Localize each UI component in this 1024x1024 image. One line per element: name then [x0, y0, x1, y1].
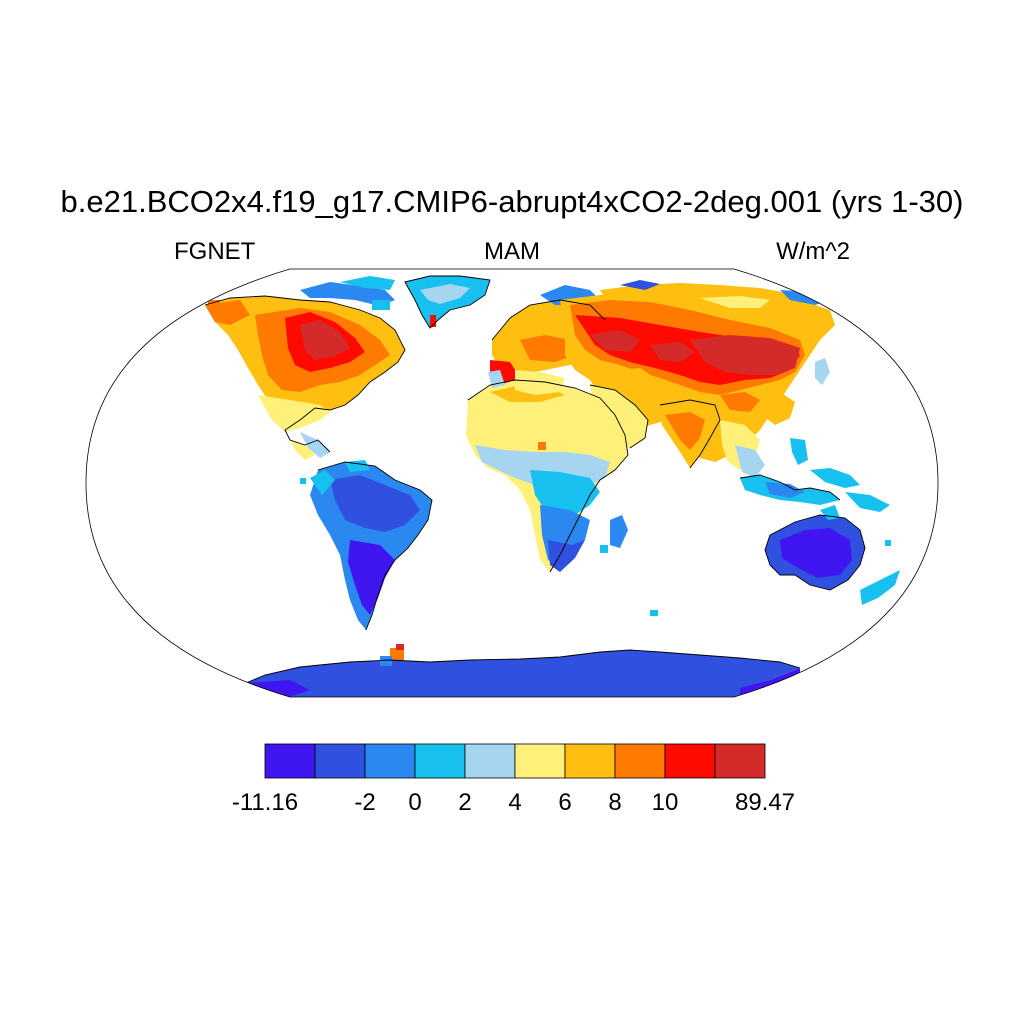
globe-outline: [85, 268, 939, 698]
land-fill-layer: [205, 276, 900, 697]
colorbar-label: 89.47: [734, 789, 796, 816]
island-marker: [208, 300, 220, 306]
colorbar-label: 0: [408, 789, 422, 816]
south-america-region: [310, 460, 432, 630]
colorbar-label: 6: [558, 789, 572, 816]
colorbar-label: -2: [354, 789, 376, 816]
antarctica-region: [246, 644, 800, 697]
australia-region: [765, 505, 900, 605]
greenland-region: [405, 276, 490, 328]
colorbar-label: 4: [508, 789, 522, 816]
colorbar-label: 10: [651, 789, 679, 816]
colorbar-swatch: [464, 743, 516, 779]
colorbar-label: 8: [608, 789, 622, 816]
colorbar-swatch: [564, 743, 616, 779]
season-label: MAM: [484, 238, 540, 265]
variable-label: FGNET: [174, 238, 256, 265]
island-marker: [885, 540, 891, 546]
colorbar-swatch: [664, 743, 716, 779]
colorbar-swatch: [264, 743, 316, 779]
island-marker: [300, 478, 306, 484]
colorbar-label: 2: [458, 789, 472, 816]
units-label: W/m^2: [776, 238, 850, 265]
colorbar-swatch: [614, 743, 666, 779]
colorbar-swatch: [314, 743, 366, 779]
map-title: b.e21.BCO2x4.f19_g17.CMIP6-abrupt4xCO2-2…: [60, 184, 964, 219]
colorbar-swatch: [714, 743, 766, 779]
north-america-region: [205, 296, 405, 460]
colorbar-swatch: [514, 743, 566, 779]
colorbar-swatch: [364, 743, 416, 779]
arctic-canada-region: [300, 276, 395, 310]
maritime-continent-region: [740, 438, 890, 512]
coastlines: [204, 275, 866, 684]
colorbar-label: -11.16: [231, 789, 299, 816]
island-marker: [650, 610, 658, 616]
colorbar: [264, 743, 766, 779]
asia-region: [560, 280, 835, 478]
island-marker: [600, 545, 608, 553]
colorbar-swatch: [414, 743, 466, 779]
